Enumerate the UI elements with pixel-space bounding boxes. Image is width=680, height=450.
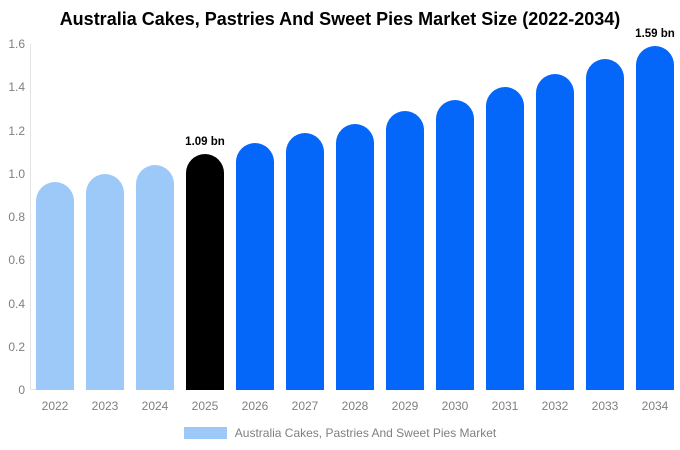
x-tick-label-2027: 2027 bbox=[291, 399, 319, 413]
y-tick-label: 0.2 bbox=[8, 339, 25, 354]
y-tick-label: 0.8 bbox=[8, 210, 25, 224]
x-tick-label-2028: 2028 bbox=[341, 399, 369, 413]
y-axis-line bbox=[30, 44, 31, 390]
bar-2027[interactable] bbox=[286, 132, 324, 390]
value-label-2034: 1.59 bn bbox=[635, 28, 675, 41]
bar-2031[interactable] bbox=[486, 87, 524, 390]
legend-swatch bbox=[183, 427, 227, 439]
bar-2029[interactable] bbox=[386, 111, 424, 390]
x-tick-label-2034: 2034 bbox=[641, 399, 669, 413]
x-tick-label-2025: 2025 bbox=[191, 399, 219, 413]
legend[interactable]: Australia Cakes, Pastries And Sweet Pies… bbox=[0, 426, 680, 440]
y-tick-label: 1.0 bbox=[8, 166, 25, 181]
bar-2026[interactable] bbox=[236, 143, 274, 390]
bar-2023[interactable] bbox=[86, 173, 124, 390]
bar-2030[interactable] bbox=[436, 100, 474, 390]
value-label-2025: 1.09 bn bbox=[185, 136, 225, 149]
x-tick-label-2026: 2026 bbox=[241, 399, 269, 413]
y-tick-label: 1.4 bbox=[8, 80, 25, 95]
x-tick-label-2024: 2024 bbox=[141, 399, 169, 413]
bar-2034[interactable] bbox=[636, 46, 674, 390]
bar-2025[interactable] bbox=[186, 154, 224, 390]
bar-2024[interactable] bbox=[136, 165, 174, 390]
bar-2028[interactable] bbox=[336, 124, 374, 390]
chart-title: Australia Cakes, Pastries And Sweet Pies… bbox=[59, 9, 621, 29]
bar-2032[interactable] bbox=[536, 74, 574, 390]
x-tick-label-2031: 2031 bbox=[491, 399, 519, 413]
legend-label: Australia Cakes, Pastries And Sweet Pies… bbox=[234, 426, 497, 440]
y-tick-label: 0.6 bbox=[8, 253, 25, 268]
bar-2022[interactable] bbox=[36, 182, 74, 390]
x-tick-label-2030: 2030 bbox=[441, 399, 469, 413]
y-tick-label: 0 bbox=[18, 383, 25, 397]
y-tick-label: 0.4 bbox=[8, 296, 25, 311]
y-tick-label: 1.6 bbox=[8, 37, 25, 51]
x-tick-label-2023: 2023 bbox=[91, 399, 119, 413]
x-axis-zero-line bbox=[30, 389, 37, 390]
y-tick-label: 1.2 bbox=[8, 123, 25, 138]
x-tick-label-2022: 2022 bbox=[41, 399, 69, 413]
bar-2033[interactable] bbox=[586, 59, 624, 390]
x-tick-label-2033: 2033 bbox=[591, 399, 619, 413]
x-tick-label-2032: 2032 bbox=[541, 399, 569, 413]
x-tick-label-2029: 2029 bbox=[391, 399, 419, 413]
